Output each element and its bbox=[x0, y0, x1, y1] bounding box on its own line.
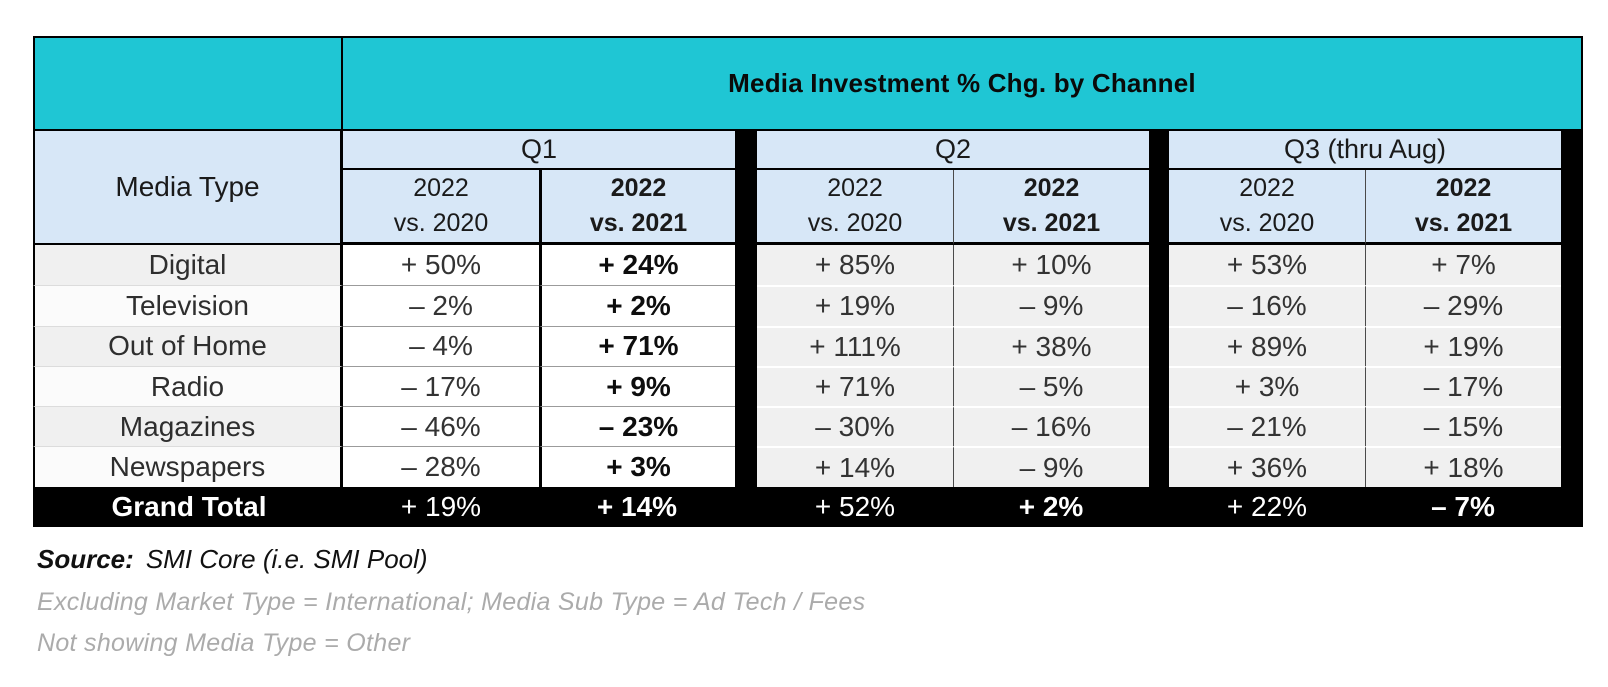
table-cell: + 38% bbox=[953, 325, 1149, 366]
table-cell: – 17% bbox=[1365, 365, 1561, 407]
table-cell: + 71% bbox=[757, 365, 953, 407]
grand-total-cell: + 22% bbox=[1169, 486, 1365, 527]
q1-vs2020-header: 2022 vs. 2020 bbox=[343, 170, 539, 245]
table-cell: + 3% bbox=[1169, 365, 1365, 407]
table-cell: + 50% bbox=[343, 245, 539, 286]
vs-label: vs. 2020 bbox=[807, 209, 903, 237]
table-cell: – 9% bbox=[953, 446, 1149, 487]
q3-group-header: Q3 (thru Aug) bbox=[1169, 131, 1561, 170]
q1-group-header: Q1 bbox=[343, 131, 735, 170]
q2-group-header: Q2 bbox=[757, 131, 1149, 170]
vs-label: vs. 2021 bbox=[589, 209, 688, 237]
table-cell: – 28% bbox=[343, 446, 539, 487]
row-label-digital: Digital bbox=[33, 245, 343, 286]
table-cell: + 24% bbox=[539, 245, 735, 286]
table-cell: + 36% bbox=[1169, 446, 1365, 487]
table-cell: – 15% bbox=[1365, 406, 1561, 447]
vs-label: vs. 2020 bbox=[393, 209, 489, 237]
table-cell: – 16% bbox=[953, 406, 1149, 447]
grand-total-cell: + 14% bbox=[539, 486, 735, 527]
table-cell: + 111% bbox=[757, 325, 953, 366]
vs-label: vs. 2021 bbox=[1002, 209, 1101, 237]
section-divider bbox=[1149, 131, 1169, 527]
media-type-header: Media Type bbox=[33, 131, 343, 245]
year-label: 2022 bbox=[413, 174, 469, 202]
source-label: Source: bbox=[37, 544, 134, 574]
table-cell: + 14% bbox=[757, 446, 953, 487]
source-line: Source: SMI Core (i.e. SMI Pool) bbox=[37, 544, 865, 575]
table-cell: + 53% bbox=[1169, 245, 1365, 286]
row-label-radio: Radio bbox=[33, 365, 343, 407]
row-label-newspapers: Newspapers bbox=[33, 446, 343, 487]
year-label: 2022 bbox=[1023, 174, 1080, 202]
footnote-not-showing: Not showing Media Type = Other bbox=[37, 629, 411, 657]
table-cell: + 19% bbox=[1365, 325, 1561, 366]
grand-total-cell: + 19% bbox=[343, 486, 539, 527]
q2-vs2020-header: 2022 vs. 2020 bbox=[757, 170, 953, 245]
footer-notes: Source: SMI Core (i.e. SMI Pool) Excludin… bbox=[37, 544, 865, 670]
q3-vs2021-header: 2022 vs. 2021 bbox=[1365, 170, 1561, 245]
vs-label: vs. 2020 bbox=[1219, 209, 1315, 237]
q2-vs2021-header: 2022 vs. 2021 bbox=[953, 170, 1149, 245]
table-cell: – 29% bbox=[1365, 285, 1561, 326]
year-label: 2022 bbox=[1435, 174, 1492, 202]
table-cell: – 21% bbox=[1169, 406, 1365, 447]
grand-total-cell: + 52% bbox=[757, 486, 953, 527]
section-divider bbox=[1561, 131, 1583, 527]
footnote-exclusions: Excluding Market Type = International; M… bbox=[37, 588, 866, 616]
row-label-television: Television bbox=[33, 285, 343, 326]
q3-vs2020-header: 2022 vs. 2020 bbox=[1169, 170, 1365, 245]
table-cell: – 46% bbox=[343, 406, 539, 447]
year-label: 2022 bbox=[827, 174, 883, 202]
table-cell: – 30% bbox=[757, 406, 953, 447]
q1-vs2021-header: 2022 vs. 2021 bbox=[539, 170, 735, 245]
table-cell: + 2% bbox=[539, 285, 735, 326]
section-divider bbox=[735, 131, 757, 527]
table-cell: + 7% bbox=[1365, 245, 1561, 286]
table-cell: – 5% bbox=[953, 365, 1149, 407]
table-cell: + 9% bbox=[539, 365, 735, 407]
grand-total-cell: + 2% bbox=[953, 486, 1149, 527]
table-cell: + 18% bbox=[1365, 446, 1561, 487]
vs-label: vs. 2021 bbox=[1414, 209, 1513, 237]
table-title: Media Investment % Chg. by Channel bbox=[343, 36, 1583, 131]
table-cell: – 4% bbox=[343, 325, 539, 366]
table-cell: – 9% bbox=[953, 285, 1149, 326]
table-cell: – 16% bbox=[1169, 285, 1365, 326]
table-cell: – 2% bbox=[343, 285, 539, 326]
table-cell: + 89% bbox=[1169, 325, 1365, 366]
table-cell: + 3% bbox=[539, 446, 735, 487]
year-label: 2022 bbox=[610, 174, 667, 202]
table-cell: – 23% bbox=[539, 406, 735, 447]
grand-total-label: Grand Total bbox=[33, 486, 343, 527]
media-investment-table: Media Investment % Chg. by Channel Media… bbox=[33, 36, 1583, 527]
table-cell: + 19% bbox=[757, 285, 953, 326]
row-label-magazines: Magazines bbox=[33, 406, 343, 447]
table-cell: + 10% bbox=[953, 245, 1149, 286]
source-value: SMI Core (i.e. SMI Pool) bbox=[145, 544, 428, 574]
row-label-out-of-home: Out of Home bbox=[33, 325, 343, 366]
grand-total-cell: – 7% bbox=[1365, 486, 1561, 527]
table-cell: + 71% bbox=[539, 325, 735, 366]
table-cell: – 17% bbox=[343, 365, 539, 407]
table-cell: + 85% bbox=[757, 245, 953, 286]
table-corner-cell bbox=[33, 36, 343, 131]
year-label: 2022 bbox=[1239, 174, 1295, 202]
